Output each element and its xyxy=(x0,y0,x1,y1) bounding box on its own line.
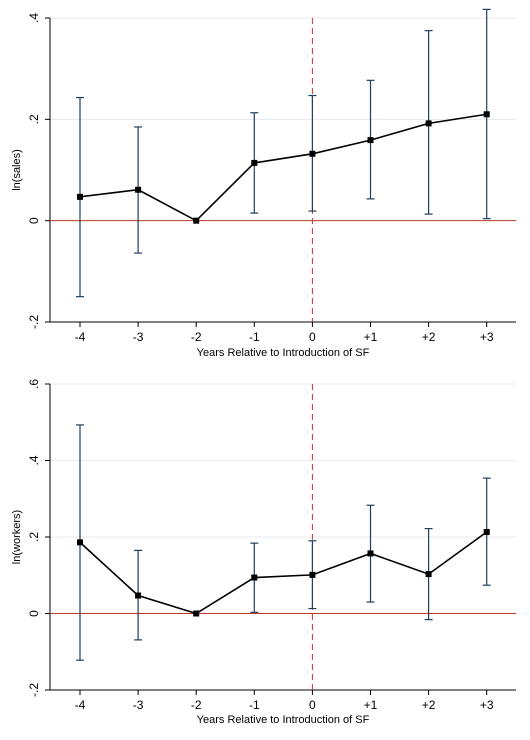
y-tick-label: .4 xyxy=(27,13,41,23)
y-tick-label: 0 xyxy=(27,217,41,224)
y-tick-label: 0 xyxy=(27,610,41,617)
x-tick-label: -3 xyxy=(133,330,144,344)
data-point xyxy=(483,529,490,536)
data-point xyxy=(77,193,83,200)
y-tick-label: .2 xyxy=(27,532,41,542)
y-axis-title: ln(sales) xyxy=(11,149,23,191)
series-line xyxy=(79,113,487,222)
data-point xyxy=(135,592,142,599)
x-tick-label: +2 xyxy=(422,698,436,712)
x-tick-label: 0 xyxy=(309,330,316,344)
x-tick-label: +1 xyxy=(364,330,378,344)
y-tick-label: -.2 xyxy=(27,683,41,697)
x-tick-label: +1 xyxy=(364,698,378,712)
data-point xyxy=(193,217,200,224)
y-tick-label: .2 xyxy=(27,114,41,124)
y-tick-label: .4 xyxy=(27,455,41,465)
x-tick-label: -4 xyxy=(75,330,86,344)
data-point xyxy=(367,550,374,557)
data-point xyxy=(251,574,258,581)
y-axis-title: ln(workers) xyxy=(11,510,23,564)
workers-panel: -.2 0 .2 .4 .6 -4 -3 -2 -1 0 +1 +2 +3 Years Relative … xyxy=(11,379,516,726)
x-tick-label: -1 xyxy=(249,698,260,712)
x-tick-label: +3 xyxy=(480,698,494,712)
x-axis-title: Years Relative to Introduction of SF xyxy=(197,714,370,726)
series-line xyxy=(79,531,488,615)
data-point xyxy=(309,150,316,157)
x-tick-label: -1 xyxy=(249,330,260,344)
y-tick-label: -.2 xyxy=(27,315,41,329)
data-point xyxy=(193,610,200,617)
x-tick-label: -2 xyxy=(191,698,202,712)
data-point xyxy=(425,571,432,578)
x-axis-title: Years Relative to Introduction of SF xyxy=(197,347,370,359)
x-tick-label: +2 xyxy=(422,330,436,344)
x-tick-label: +3 xyxy=(480,330,494,344)
data-point xyxy=(77,539,83,546)
data-point xyxy=(483,111,490,118)
data-point xyxy=(367,137,374,144)
x-tick-label: 0 xyxy=(309,698,316,712)
x-tick-label: -4 xyxy=(75,698,86,712)
y-tick-label: .6 xyxy=(27,379,41,389)
data-point xyxy=(309,571,316,578)
x-tick-label: -2 xyxy=(191,330,202,344)
data-point xyxy=(135,186,142,193)
sales-panel: -.2 0 .2 .4 -4 -3 -2 -1 0 +1 +2 +3 Years Relative to… xyxy=(11,8,516,359)
data-point xyxy=(251,159,258,166)
x-tick-label: -3 xyxy=(133,698,144,712)
data-point xyxy=(425,120,432,127)
